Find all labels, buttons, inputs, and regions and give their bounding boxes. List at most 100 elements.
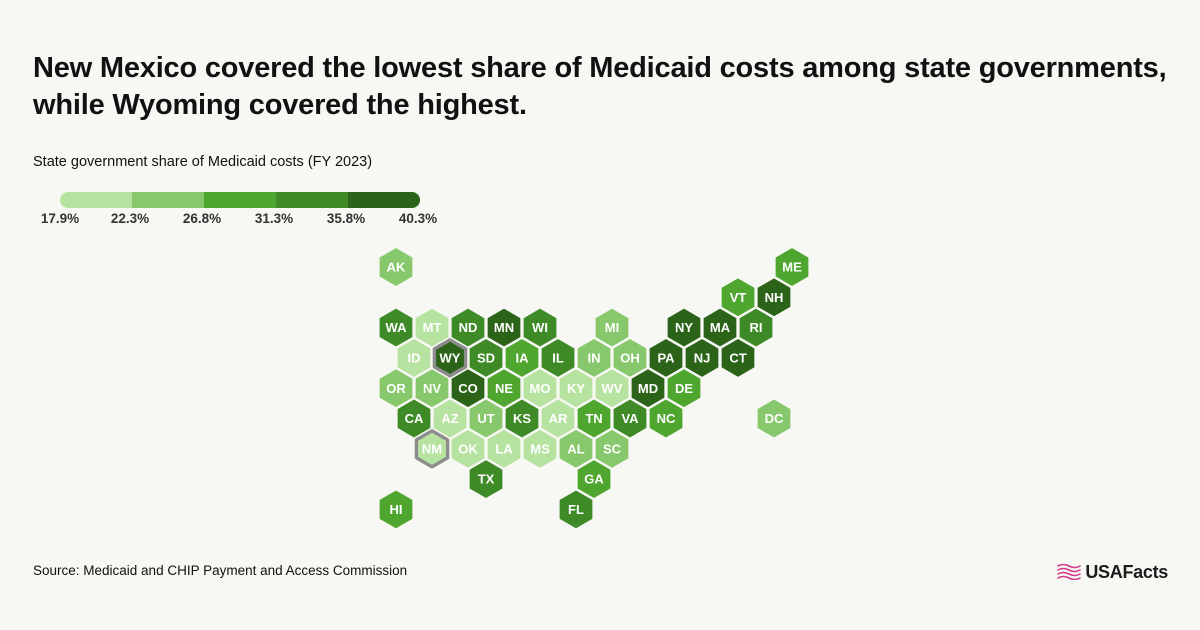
state-hex-oh[interactable]: OH [612,337,648,379]
state-hex-ma[interactable]: MA [702,307,738,348]
state-hex-shape [522,307,558,348]
state-label: TN [585,411,602,426]
state-hex-de[interactable]: DE [666,367,702,409]
state-hex-az[interactable]: AZ [432,398,468,439]
legend-tick-label: 35.8% [326,211,366,226]
state-hex-shape [378,489,414,530]
state-hex-nj[interactable]: NJ [684,337,720,379]
state-hex-wi[interactable]: WI [522,307,558,348]
state-hex-ri[interactable]: RI [738,307,774,348]
state-label: IL [552,351,564,366]
state-hex-co[interactable]: CO [450,367,486,409]
state-hex-wv[interactable]: WV [594,367,630,409]
state-hex-sc[interactable]: SC [594,428,630,470]
state-hex-shape [432,398,468,439]
state-hex-mo[interactable]: MO [522,367,558,409]
state-hex-shape [720,337,756,379]
state-hex-nm[interactable]: NM [414,429,450,469]
state-hex-wa[interactable]: WA [378,307,414,348]
color-legend: 17.9% 22.3% 26.8% 31.3% 35.8% 40.3% [0,0,437,226]
state-hex-shape [486,428,522,470]
state-label: OR [386,381,406,396]
state-hex-ga[interactable]: GA [576,458,612,500]
state-hex-tn[interactable]: TN [576,398,612,439]
state-hex-ar[interactable]: AR [540,398,576,439]
state-hex-shape [666,307,702,348]
state-hex-shape [378,307,414,348]
state-hex-sd[interactable]: SD [468,337,504,379]
state-hex-ia[interactable]: IA [504,337,540,379]
state-label: NC [657,411,676,426]
state-label: OK [458,441,478,456]
state-hex-mt[interactable]: MT [414,307,450,348]
state-hex-nd[interactable]: ND [450,307,486,348]
state-label: AR [549,411,568,426]
state-hex-mn[interactable]: MN [486,307,522,348]
state-hex-fl[interactable]: FL [558,489,594,530]
state-hex-shape [558,428,594,470]
legend-bin-4 [276,192,348,208]
state-label: MD [638,381,658,396]
state-hex-ne[interactable]: NE [486,367,522,409]
state-hex-ny[interactable]: NY [666,307,702,348]
state-label: WV [602,381,623,396]
state-hex-shape [738,307,774,348]
state-label: IN [588,351,601,366]
state-hex-ca[interactable]: CA [396,398,432,439]
state-hex-ok[interactable]: OK [450,428,486,470]
state-hex-ak[interactable]: AK [378,246,414,288]
state-hex-id[interactable]: ID [396,337,432,379]
state-label: NV [423,381,441,396]
legend-bin-2 [132,192,204,208]
state-label: ME [782,260,802,275]
state-hex-me[interactable]: ME [774,246,810,288]
state-hex-dc[interactable]: DC [756,398,792,439]
state-hex-ks[interactable]: KS [504,398,540,439]
state-label: HI [390,502,403,517]
state-hex-la[interactable]: LA [486,428,522,470]
state-hex-shape [414,307,450,348]
state-label: MO [530,381,551,396]
state-hex-vt[interactable]: VT [720,277,756,318]
state-hex-nv[interactable]: NV [414,367,450,409]
state-hex-shape [540,398,576,439]
state-hex-shape [612,398,648,439]
state-hex-shape [756,398,792,439]
state-label: DE [675,381,693,396]
state-hex-pa[interactable]: PA [648,337,684,379]
source-note: Source: Medicaid and CHIP Payment and Ac… [33,563,408,578]
state-hex-al[interactable]: AL [558,428,594,470]
state-hex-shape [612,337,648,379]
state-hex-shape [720,277,756,318]
brand-name: USAFacts [1085,561,1168,582]
state-label: GA [584,472,604,487]
state-hex-nh[interactable]: NH [756,277,792,318]
state-hex-or[interactable]: OR [378,367,414,409]
legend-title: State government share of Medicaid costs… [33,154,373,170]
state-label: RI [750,320,763,335]
state-hex-md[interactable]: MD [630,367,666,409]
state-label: UT [477,411,494,426]
state-hex-hi[interactable]: HI [378,489,414,530]
state-hex-va[interactable]: VA [612,398,648,439]
state-hex-shape [666,367,702,409]
state-hex-mi[interactable]: MI [594,307,630,348]
state-hex-ky[interactable]: KY [558,367,594,409]
chart-title-line-1: New Mexico covered the lowest share of M… [33,52,1167,84]
state-label: NH [765,290,784,305]
legend-tick-label: 22.3% [110,211,150,226]
state-hex-shape [468,398,504,439]
state-label: IA [516,351,530,366]
state-hex-il[interactable]: IL [540,337,576,379]
state-hex-ct[interactable]: CT [720,337,756,379]
state-label: WY [440,351,461,366]
state-hex-in[interactable]: IN [576,337,612,379]
state-label: KY [567,381,585,396]
state-hex-shape [702,307,738,348]
state-hex-wy[interactable]: WY [432,338,468,378]
state-hex-tx[interactable]: TX [468,458,504,500]
state-hex-ms[interactable]: MS [522,428,558,470]
state-hex-nc[interactable]: NC [648,398,684,439]
state-hex-ut[interactable]: UT [468,398,504,439]
state-label: WI [532,320,548,335]
